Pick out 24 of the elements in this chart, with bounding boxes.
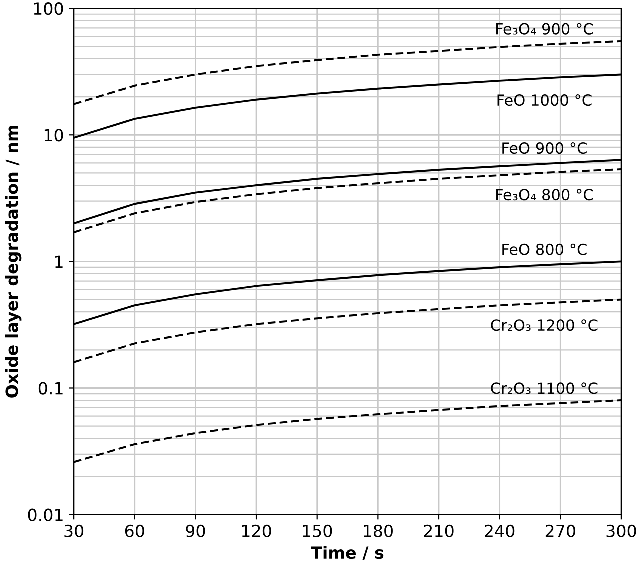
y-tick-label: 0.1	[38, 382, 63, 395]
series-label: Fe₃O₄ 900 °C	[496, 23, 593, 35]
series-label: FeO 1000 °C	[498, 94, 592, 106]
x-tick-label: 300	[606, 524, 636, 538]
x-tick-label: 150	[303, 524, 332, 538]
y-tick-label: 0.01	[28, 508, 63, 522]
y-tick-label: 100	[34, 2, 64, 16]
series-label: Cr₂O₃ 1100 °C	[491, 382, 598, 394]
series-label: Cr₂O₃ 1200 °C	[491, 320, 598, 332]
y-axis-title: Oxide layer degradation / nm	[5, 126, 22, 398]
y-tick-label: 10	[44, 129, 64, 142]
x-tick-label: 30	[64, 524, 84, 538]
x-tick-label: 240	[485, 524, 515, 538]
x-tick-label: 270	[546, 524, 576, 538]
x-tick-label: 90	[186, 524, 206, 538]
x-tick-label: 210	[424, 524, 454, 538]
series-label: FeO 900 °C	[502, 142, 587, 154]
x-tick-label: 60	[125, 524, 144, 538]
series-label: FeO 800 °C	[502, 244, 587, 256]
y-tick-label: 1	[56, 256, 63, 268]
series-label: Fe₃O₄ 800 °C	[496, 189, 593, 201]
x-axis-title: Time / s	[311, 546, 384, 560]
x-tick-label: 120	[242, 524, 272, 538]
x-tick-label: 180	[364, 524, 393, 538]
